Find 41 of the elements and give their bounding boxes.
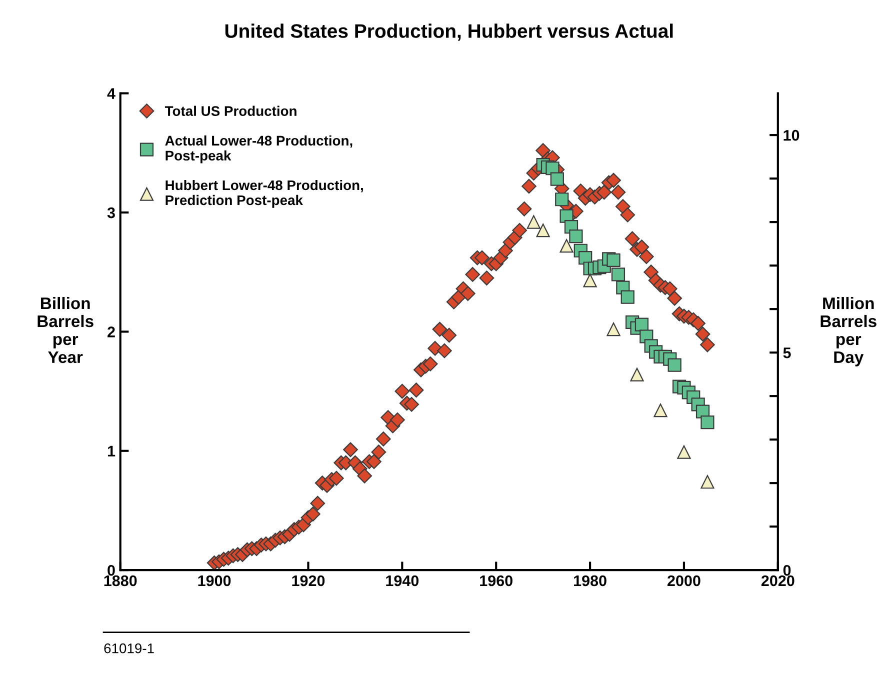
- point: [536, 224, 550, 238]
- y-tick-label: 2: [108, 326, 115, 338]
- x-tick-label: 2000: [668, 575, 700, 586]
- point: [630, 368, 644, 382]
- point: [654, 404, 668, 418]
- y-tick-label: 4: [107, 88, 116, 99]
- point: [526, 215, 540, 229]
- chart-title: United States Production, Hubbert versus Actual: [225, 24, 673, 41]
- point: [620, 290, 634, 304]
- y-tick-label: 1: [108, 446, 116, 456]
- y-axis-title: Billion Barrels per Year: [38, 296, 94, 364]
- point: [560, 239, 574, 253]
- point: [569, 230, 583, 244]
- x-tick-label: 1980: [574, 575, 606, 586]
- point: [583, 274, 597, 288]
- point: [668, 358, 682, 372]
- point: [555, 192, 569, 206]
- point: [606, 322, 620, 336]
- legend-label: Hubbert Lower-48 Production, Prediction Post-peak: [166, 180, 363, 208]
- point: [677, 445, 691, 459]
- y2-tick-label: 5: [783, 348, 791, 358]
- legend-label: Total US Production: [164, 106, 296, 116]
- legend-label: Actual Lower-48 Production, Post-peak: [165, 135, 352, 164]
- point: [550, 172, 564, 186]
- text: 61019-1: [104, 643, 154, 654]
- x-tick-label: 2020: [761, 575, 794, 586]
- x-tick-label: 1960: [480, 575, 512, 586]
- x-tick-label: 1880: [104, 575, 137, 586]
- point: [611, 268, 626, 282]
- x-tick-label: 1940: [386, 575, 419, 586]
- y-tick-label: 3: [107, 207, 115, 218]
- y2-tick-label: 10: [784, 130, 800, 141]
- y-tick-label: 0: [108, 564, 115, 576]
- point: [700, 415, 714, 430]
- point: [700, 475, 714, 489]
- y2-tick-label: 0: [783, 564, 791, 576]
- point: [634, 318, 649, 332]
- x-tick-label: 1920: [292, 575, 325, 586]
- y2-axis-title: Million Barrels per Day: [820, 296, 876, 366]
- x-tick-label: 1900: [198, 575, 231, 586]
- point: [606, 253, 620, 267]
